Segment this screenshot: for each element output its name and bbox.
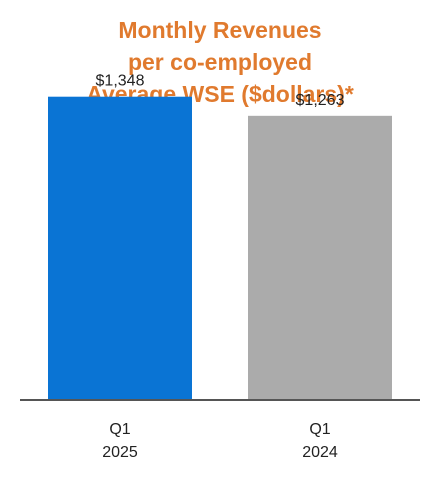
bars-group (48, 96, 392, 400)
chart-title: Monthly Revenues per co-employed Average… (0, 14, 440, 110)
x-tick-label-2-line-1: Q1 (309, 421, 330, 438)
bar-1 (48, 96, 192, 400)
x-tick-label-1-line-1: Q1 (109, 421, 130, 438)
x-tick-label-2-line-2: 2024 (302, 444, 338, 461)
value-label-2: $1,263 (296, 92, 345, 109)
value-label-1: $1,348 (96, 73, 145, 90)
bar-2 (248, 115, 392, 400)
chart-title-line-1: Monthly Revenues (118, 17, 322, 43)
labels-group: $1,348 Q1 2025 $1,263 Q1 2024 (96, 73, 345, 461)
x-tick-label-1-line-2: 2025 (102, 444, 138, 461)
chart-title-line-2: per co-employed (127, 49, 313, 75)
